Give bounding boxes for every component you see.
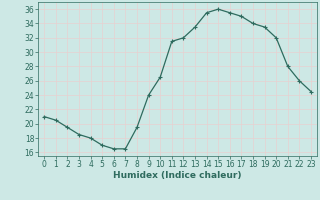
X-axis label: Humidex (Indice chaleur): Humidex (Indice chaleur): [113, 171, 242, 180]
